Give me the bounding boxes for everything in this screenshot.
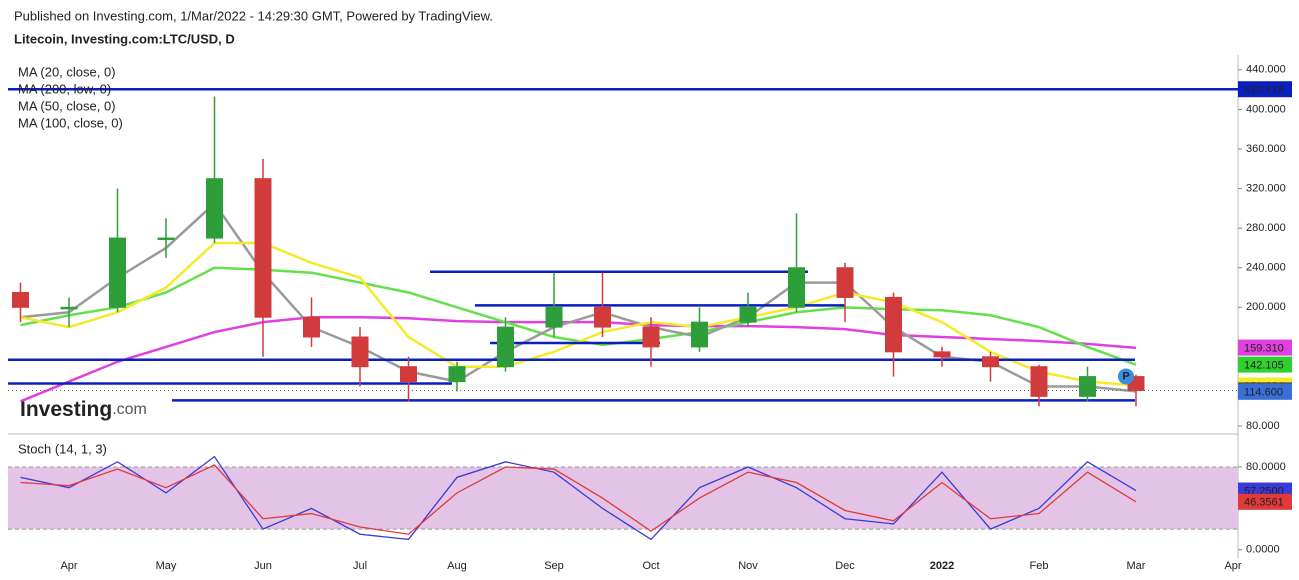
x-tick-label: Aug bbox=[447, 560, 467, 572]
candle-body bbox=[497, 326, 514, 368]
stoch-title: Stoch (14, 1, 3) bbox=[18, 441, 107, 456]
price-label: 420.418 bbox=[1244, 84, 1284, 96]
x-tick-label: Dec bbox=[835, 560, 855, 572]
legend-entry: MA (50, close, 0) bbox=[18, 98, 116, 113]
price-label-box bbox=[1238, 383, 1292, 400]
candle-body bbox=[1030, 366, 1048, 397]
x-tick-label: Apr bbox=[60, 560, 77, 572]
stoch-line bbox=[20, 455, 1137, 541]
x-tick-label: 2022 bbox=[930, 560, 954, 572]
y-tick-label: 200.000 bbox=[1246, 301, 1286, 313]
legend-entry: MA (100, close, 0) bbox=[18, 115, 123, 130]
price-label-box bbox=[1238, 81, 1292, 98]
price-pane: 80.000120.000160.000200.000240.000280.00… bbox=[8, 64, 1286, 432]
y-tick-label: 360.000 bbox=[1246, 143, 1286, 155]
candle-body bbox=[206, 178, 223, 239]
stoch-band bbox=[8, 467, 1238, 530]
price-label-box bbox=[1238, 356, 1292, 373]
x-tick-label: Oct bbox=[642, 560, 659, 572]
candle-body bbox=[545, 306, 563, 328]
candle-body bbox=[157, 237, 175, 241]
candle-body bbox=[303, 316, 320, 338]
legend-entry: MA (200, low, 0) bbox=[18, 81, 111, 96]
y-tick-label: 80.0000 bbox=[1246, 461, 1286, 473]
moving-average bbox=[20, 266, 1137, 366]
y-tick-label: 400.000 bbox=[1246, 103, 1286, 115]
candle-body bbox=[739, 306, 757, 323]
candle-body bbox=[933, 351, 951, 358]
candle-body bbox=[351, 336, 369, 368]
symbol-title: Litecoin, Investing.com:LTC/USD, D bbox=[14, 31, 235, 46]
candle-body bbox=[691, 321, 708, 348]
x-tick-label: Jun bbox=[254, 560, 272, 572]
candle-body bbox=[885, 296, 902, 353]
publish-icon bbox=[1118, 368, 1134, 385]
price-label: 114.600 bbox=[1244, 387, 1283, 399]
moving-average bbox=[20, 201, 1137, 393]
logo-part: .com bbox=[112, 401, 147, 418]
y-tick-label: 320.000 bbox=[1246, 182, 1286, 194]
candle-body bbox=[400, 366, 417, 383]
overlay: Apr May Jun Jul Aug Sep Oct Nov Dec 2022 Feb Mar Apr… bbox=[18, 64, 1292, 572]
x-tick-label: Sep bbox=[544, 560, 564, 572]
y-tick-label: 0.0000 bbox=[1246, 544, 1280, 556]
candle-body bbox=[788, 267, 805, 308]
candle-body bbox=[642, 326, 660, 348]
stoch-pane: 0.0000 80.0000 bbox=[8, 455, 1286, 556]
candle-body bbox=[109, 237, 126, 308]
published-note: Published on Investing.com, 1/Mar/2022 -… bbox=[14, 8, 493, 23]
logo-part: Investing bbox=[20, 398, 112, 421]
candle-body bbox=[254, 178, 272, 318]
candle-body bbox=[594, 306, 611, 328]
price-label-box bbox=[1238, 493, 1292, 510]
publish-icon-letter: P bbox=[1122, 370, 1129, 382]
x-tick-label: Jul bbox=[353, 560, 367, 572]
moving-average bbox=[20, 315, 1137, 403]
price-label: 159.310 bbox=[1244, 342, 1284, 354]
y-tick-label: 440.000 bbox=[1246, 64, 1286, 76]
x-tick-label: Mar bbox=[1127, 560, 1146, 572]
y-tick-label: 80.000 bbox=[1246, 420, 1280, 432]
x-tick-label: Nov bbox=[738, 560, 758, 572]
candle-body bbox=[1079, 376, 1096, 397]
candle-body bbox=[12, 291, 29, 308]
x-tick-label: Apr bbox=[1224, 560, 1241, 572]
y-tick-label: 240.000 bbox=[1246, 262, 1286, 274]
legend-entry: MA (20, close, 0) bbox=[18, 64, 116, 79]
candle-body bbox=[982, 356, 999, 368]
y-tick-label: 280.000 bbox=[1246, 222, 1286, 234]
price-label: 46.3561 bbox=[1244, 497, 1284, 509]
x-tick-label: May bbox=[156, 560, 177, 572]
stoch-line bbox=[20, 464, 1137, 535]
logo: Investing.com bbox=[20, 398, 147, 421]
price-label-box bbox=[1238, 339, 1292, 356]
price-label: 142.105 bbox=[1244, 360, 1284, 372]
x-tick-label: Feb bbox=[1030, 560, 1049, 572]
candle-body bbox=[836, 267, 854, 298]
candle-body bbox=[448, 366, 466, 383]
candle-body bbox=[60, 306, 78, 310]
